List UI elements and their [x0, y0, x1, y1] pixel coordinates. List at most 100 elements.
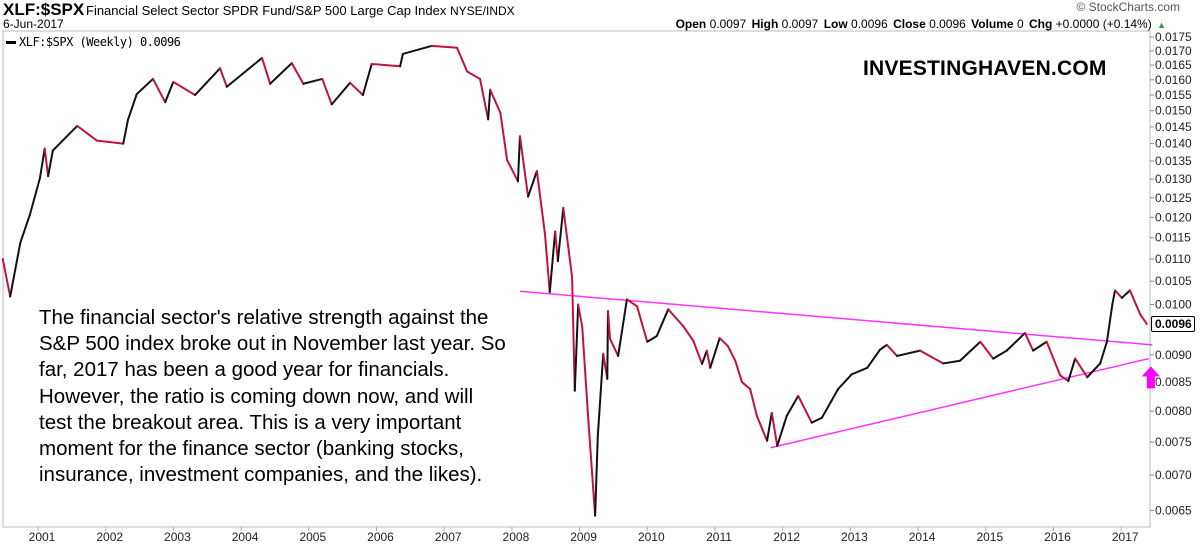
series-segment — [499, 111, 509, 161]
y-tick-label: 0.0160 — [1155, 73, 1192, 87]
series-segment — [506, 158, 519, 183]
series-segment — [261, 56, 272, 85]
series-segment — [527, 170, 538, 198]
series-segment — [556, 206, 565, 263]
series-segment — [692, 339, 704, 365]
series-segment — [617, 298, 628, 357]
series-segment — [479, 77, 490, 121]
series-segment — [1128, 289, 1142, 316]
series-segment — [797, 394, 813, 424]
series-segment — [766, 411, 773, 442]
series-segment — [718, 337, 729, 347]
series-segment — [9, 241, 22, 298]
series-segment — [749, 387, 758, 417]
series-segment — [1099, 340, 1108, 365]
series-segment — [76, 124, 98, 142]
series-segment — [51, 124, 79, 152]
annotation-line: However, the ratio is coming down now, a… — [39, 384, 474, 408]
series-segment — [152, 77, 167, 104]
low-label: Low — [823, 17, 848, 31]
series-segment — [571, 276, 576, 392]
series-segment — [361, 62, 373, 97]
last-price-tag: 0.0096 — [1151, 316, 1195, 332]
chart-date: 6-Jun-2017 — [3, 17, 64, 31]
high-value: 0.0097 — [781, 17, 819, 31]
x-tick-label: 2010 — [638, 530, 665, 544]
series-segment — [1032, 340, 1048, 352]
series-segment — [302, 77, 324, 85]
chg-label: Chg — [1028, 17, 1053, 31]
series-segment — [755, 414, 769, 442]
y-tick-label: 0.0100 — [1155, 297, 1192, 311]
annotation-text: The financial sector's relative strength… — [39, 305, 506, 488]
y-tick-label: 0.0125 — [1155, 191, 1192, 205]
series-segment — [820, 387, 840, 419]
series-segment — [701, 349, 708, 365]
annotation-line: far, 2017 has been a good year for finan… — [39, 358, 450, 382]
chart-description: Financial Select Sector SPDR Fund/S&P 50… — [86, 3, 515, 18]
series-segment — [776, 414, 788, 447]
y-tick-label: 0.0155 — [1155, 88, 1192, 102]
series-segment — [19, 213, 31, 244]
plot-frame — [2, 30, 1151, 528]
high-label: High — [751, 17, 779, 31]
series-segment — [47, 149, 54, 178]
exchange: NYSE/INDX — [449, 4, 515, 18]
series-segment — [596, 352, 605, 437]
series-segment — [1, 257, 12, 298]
series-segment — [1114, 289, 1123, 299]
low-value: 0.0096 — [851, 17, 888, 31]
magenta-up-arrow-icon — [1141, 366, 1160, 389]
ohlc-stats: Open 0.0097 High 0.0097 Low 0.0096 Close… — [676, 17, 1168, 31]
series-segment — [290, 62, 305, 85]
y-tick-label: 0.0090 — [1155, 348, 1192, 362]
series-segment — [979, 340, 995, 360]
y-tick-label: 0.0105 — [1155, 274, 1192, 288]
series-segment — [430, 44, 459, 49]
chart-symbol: XLF:$SPX — [3, 0, 85, 19]
x-tick-label: 2016 — [1044, 530, 1071, 544]
series-segment — [1059, 374, 1070, 383]
y-tick-label: 0.0080 — [1155, 404, 1192, 418]
series-segment — [919, 349, 945, 365]
series-segment — [959, 340, 982, 362]
series-segment — [126, 93, 138, 121]
series-segment — [172, 80, 197, 97]
annotation-line: S&P 500 index broke out in November last… — [39, 332, 506, 356]
resistance-trendline — [519, 290, 1153, 346]
series-segment — [489, 88, 502, 114]
price-series — [1, 44, 1148, 517]
series-segment — [535, 170, 547, 236]
open-label: Open — [675, 17, 707, 31]
series-segment — [466, 70, 482, 80]
series-segment — [225, 56, 264, 88]
close-label: Close — [893, 17, 926, 31]
stockcharts-copyright: © StockCharts.com — [1076, 0, 1180, 14]
y-tick-label: 0.0070 — [1155, 468, 1192, 482]
x-tick-label: 2003 — [164, 530, 191, 544]
x-tick-label: 2012 — [773, 530, 800, 544]
chg-value: +0.0000 (+0.14%) — [1055, 17, 1152, 31]
series-segment — [1067, 357, 1077, 383]
series-segment — [1086, 362, 1102, 379]
y-tick-label: 0.0140 — [1155, 137, 1192, 151]
series-segment — [885, 343, 899, 357]
series-segment — [573, 303, 580, 392]
series-segment — [810, 416, 823, 424]
series-segment — [1120, 289, 1131, 299]
x-tick-label: 2011 — [706, 530, 732, 544]
series-segment — [866, 348, 882, 369]
series-segment — [164, 80, 175, 104]
series-segment — [38, 147, 46, 179]
series-segment — [321, 77, 333, 106]
up-arrow-icon: ▲ — [1157, 20, 1166, 30]
y-tick-label: 0.0075 — [1155, 435, 1192, 449]
close-value: 0.0096 — [929, 17, 966, 31]
series-segment — [401, 44, 433, 55]
annotation-line: insurance, investment companies, and the… — [39, 463, 483, 487]
series-segment — [581, 326, 590, 422]
x-tick-label: 2008 — [503, 530, 530, 544]
x-tick-label: 2002 — [96, 530, 123, 544]
open-value: 0.0097 — [709, 17, 747, 31]
